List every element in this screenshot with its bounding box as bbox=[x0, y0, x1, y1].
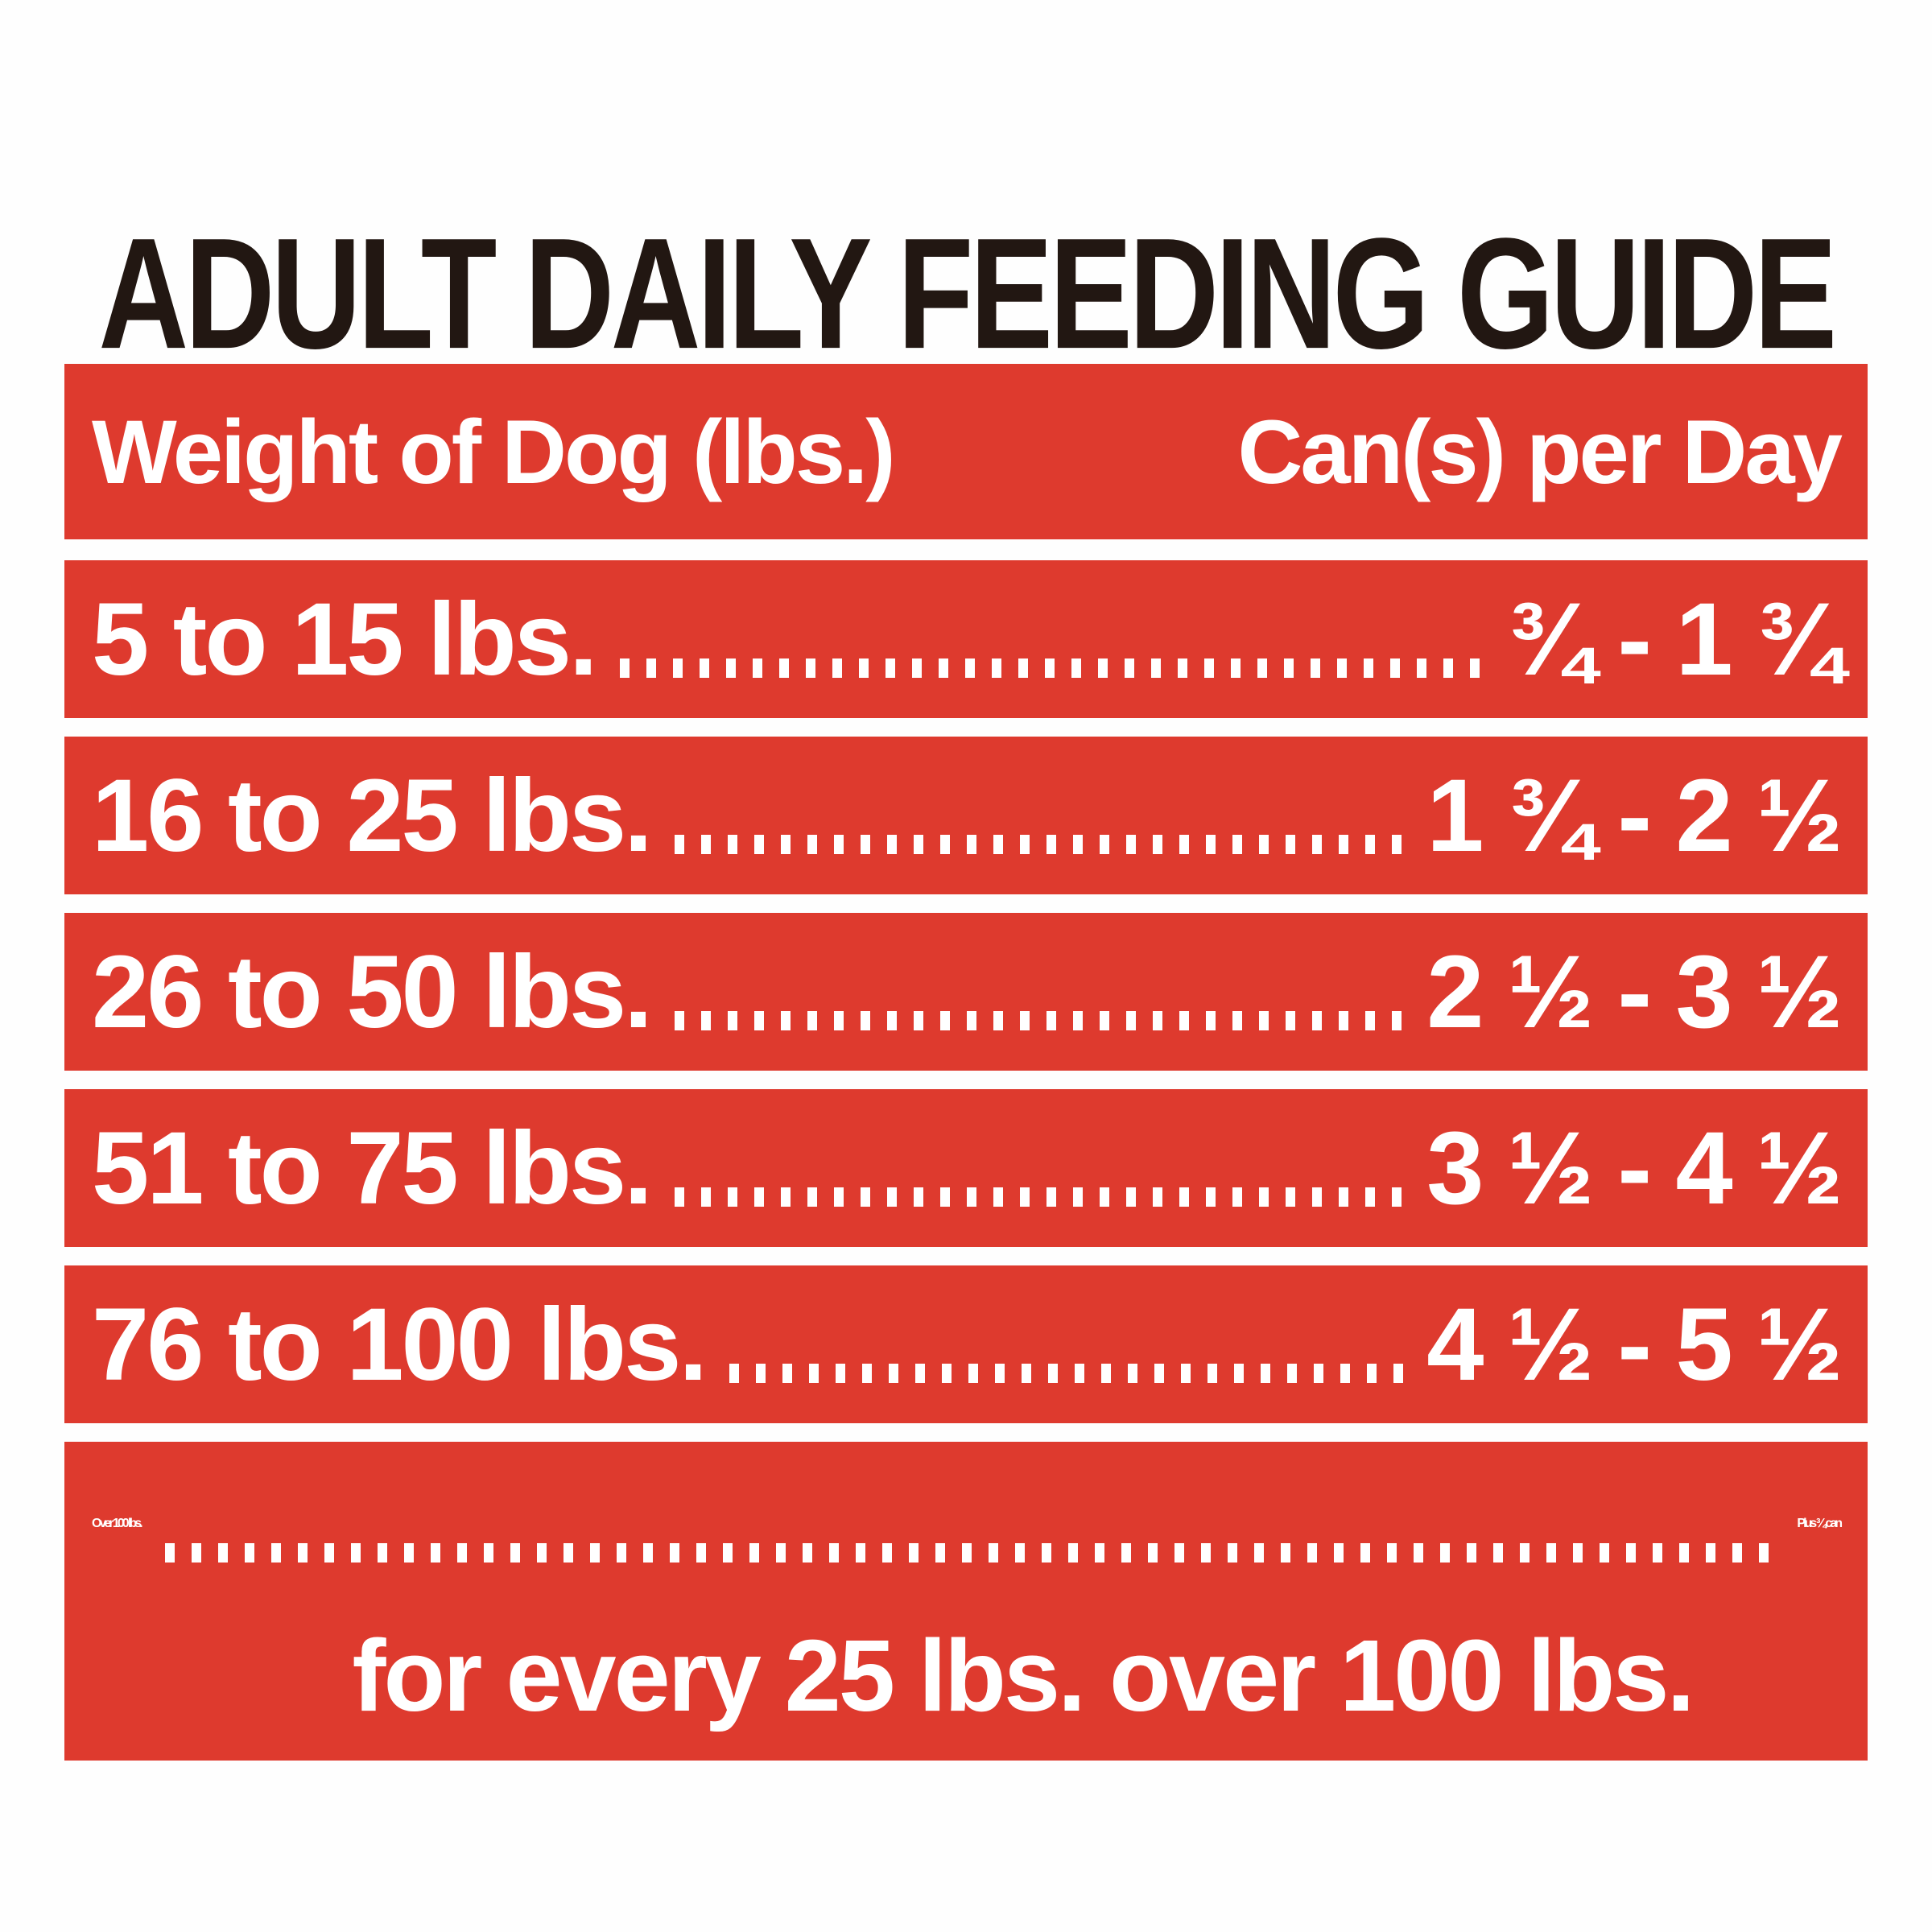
col-header-weight: Weight of Dog (lbs.) bbox=[92, 401, 896, 502]
weight-range: 51 to 75 lbs. bbox=[92, 1110, 653, 1226]
table-row: 51 to 75 lbs. 3 ½ - 4 ½ bbox=[64, 1089, 1868, 1247]
table-row: 26 to 50 lbs. 2 ½ - 3 ½ bbox=[64, 913, 1868, 1071]
table-row: 76 to 100 lbs. 4 ½ - 5 ½ bbox=[64, 1265, 1868, 1423]
dotted-leader bbox=[674, 1011, 1406, 1030]
page-title: ADULT DAILY FEEDING GUIDE bbox=[98, 205, 1837, 382]
weight-range: 26 to 50 lbs. bbox=[92, 934, 653, 1050]
feeding-table: Weight of Dog (lbs.) Can(s) per Day 5 to… bbox=[64, 364, 1868, 1779]
dotted-leader bbox=[674, 1187, 1406, 1207]
cans-per-day: 2 ½ - 3 ½ bbox=[1426, 934, 1843, 1050]
dotted-leader bbox=[674, 835, 1406, 854]
cans-per-day: 4 ½ - 5 ½ bbox=[1426, 1286, 1843, 1402]
cans-per-day: ¾ - 1 ¾ bbox=[1508, 581, 1843, 697]
cans-per-day: 1 ¾ - 2 ½ bbox=[1426, 758, 1843, 873]
table-row: Over 100 lbs. Plus ¾ can for every 25 lb… bbox=[64, 1442, 1868, 1761]
dotted-leader bbox=[619, 658, 1487, 678]
weight-range: 76 to 100 lbs. bbox=[92, 1286, 708, 1402]
cans-per-day: Plus ¾ can bbox=[1797, 1517, 1843, 1530]
col-header-cans: Can(s) per Day bbox=[1237, 401, 1843, 502]
cans-per-day-note: for every 25 lbs. over 100 lbs. bbox=[352, 1618, 1695, 1732]
table-row: 5 to 15 lbs. ¾ - 1 ¾ bbox=[64, 560, 1868, 718]
weight-range: Over 100 lbs. bbox=[92, 1517, 143, 1530]
table-header-row: Weight of Dog (lbs.) Can(s) per Day bbox=[64, 364, 1868, 539]
dotted-leader bbox=[729, 1364, 1406, 1383]
weight-range: 5 to 15 lbs. bbox=[92, 581, 598, 697]
cans-per-day: 3 ½ - 4 ½ bbox=[1426, 1110, 1843, 1226]
weight-range: 16 to 25 lbs. bbox=[92, 758, 653, 873]
table-row: 16 to 25 lbs. 1 ¾ - 2 ½ bbox=[64, 737, 1868, 894]
dotted-leader bbox=[164, 1543, 1777, 1563]
